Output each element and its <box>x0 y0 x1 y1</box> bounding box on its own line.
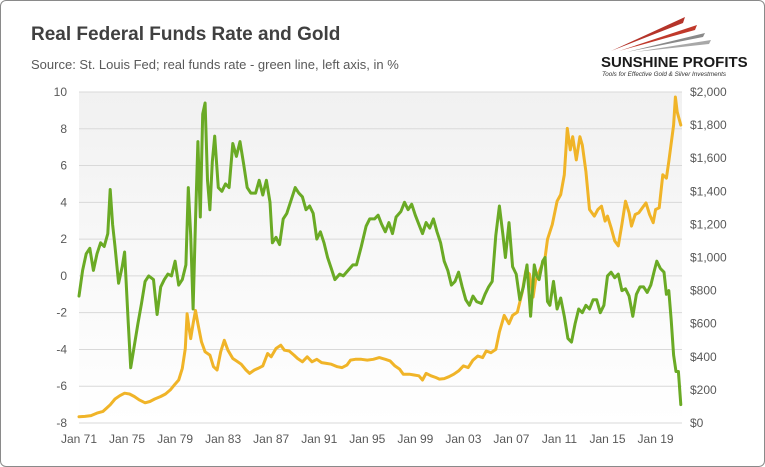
left-axis-tick-label: -8 <box>56 416 67 430</box>
x-axis-tick-label: Jan 87 <box>253 432 289 446</box>
series-group <box>77 95 683 419</box>
left-axis-tick-label: 0 <box>60 269 67 283</box>
x-axis: Jan 71 Jan 75 Jan 79 Jan 83 Jan 87 Jan 91 Jan … <box>61 432 674 446</box>
left-axis: -8 -6 -4 -2 0 2 4 6 8 10 <box>54 85 68 430</box>
logo-tagline: Tools for Effective Gold & Silver Invest… <box>602 71 727 78</box>
x-axis-tick-label: Jan 95 <box>349 432 385 446</box>
left-axis-tick-label: 10 <box>54 85 68 99</box>
x-axis-tick-label: Jan 79 <box>157 432 193 446</box>
right-axis-tick-label: $800 <box>690 284 717 298</box>
right-axis: $0 $200 $400 $600 $800 $1,000 $1,200 $1,400 $1,6… <box>690 85 727 430</box>
x-axis-tick-label: Jan 07 <box>493 432 529 446</box>
chart-title: Real Federal Funds Rate and Gold <box>31 24 341 45</box>
sunshine-profits-logo: SUNSHINE PROFITS Tools for Effective Gol… <box>601 11 761 81</box>
right-axis-tick-label: $2,000 <box>690 85 727 99</box>
x-axis-tick-label: Jan 99 <box>397 432 433 446</box>
x-axis-tick-label: Jan 11 <box>542 432 577 446</box>
right-axis-tick-label: $1,000 <box>690 251 727 265</box>
right-axis-tick-label: $400 <box>690 350 717 364</box>
x-axis-tick-label: Jan 15 <box>590 432 626 446</box>
x-axis-tick-label: Jan 75 <box>109 432 145 446</box>
left-axis-tick-label: -6 <box>56 379 67 393</box>
right-axis-tick-label: $1,800 <box>690 118 727 132</box>
left-axis-tick-label: 6 <box>60 159 67 173</box>
right-axis-tick-label: $1,400 <box>690 184 727 198</box>
left-axis-tick-label: -2 <box>56 306 67 320</box>
plot-area <box>79 92 682 423</box>
x-axis-tick-label: Jan 03 <box>445 432 481 446</box>
right-axis-tick-label: $1,600 <box>690 151 727 165</box>
right-axis-tick-label: $1,200 <box>690 217 727 231</box>
left-axis-tick-label: 4 <box>60 195 67 209</box>
right-axis-tick-label: $0 <box>690 416 704 430</box>
right-axis-tick-label: $600 <box>690 317 717 331</box>
sun-rays-icon <box>611 17 711 52</box>
chart-subtitle: Source: St. Louis Fed; real funds rate -… <box>31 57 399 72</box>
gold-price-line <box>77 95 683 419</box>
x-axis-tick-label: Jan 91 <box>301 432 337 446</box>
x-axis-tick-label: Jan 19 <box>638 432 674 446</box>
left-axis-tick-label: 2 <box>60 232 67 246</box>
logo-name: SUNSHINE PROFITS <box>601 54 748 71</box>
real-rate-line <box>77 101 683 407</box>
x-axis-tick-label: Jan 83 <box>205 432 241 446</box>
x-axis-tick-label: Jan 71 <box>61 432 97 446</box>
left-axis-tick-label: 8 <box>60 122 67 136</box>
right-axis-tick-label: $200 <box>690 383 717 397</box>
left-axis-tick-label: -4 <box>56 342 67 356</box>
